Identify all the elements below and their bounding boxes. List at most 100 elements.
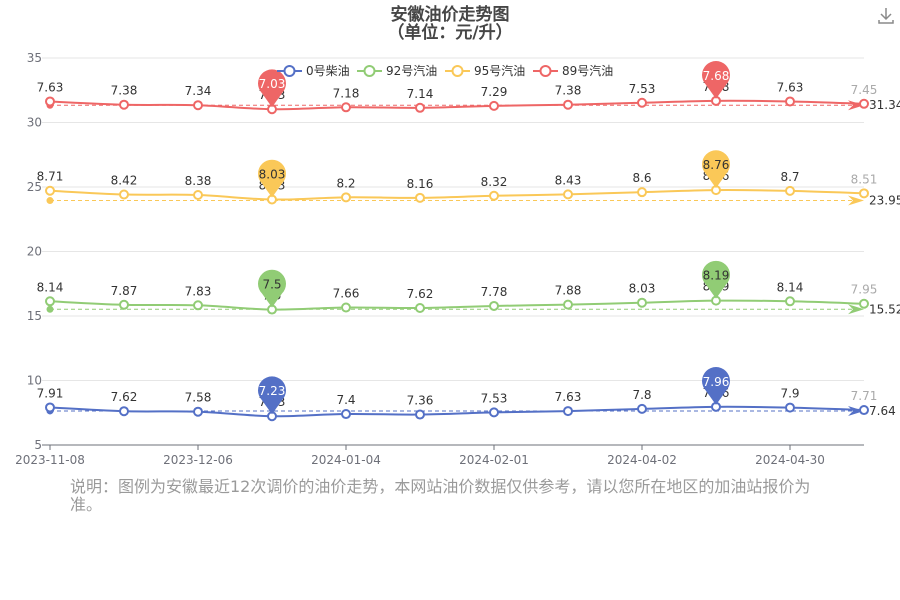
pin-label: 7.23 [259, 384, 286, 398]
legend-label: 92号汽油 [386, 63, 437, 78]
data-label: 7.36 [407, 394, 434, 408]
data-point[interactable] [119, 189, 129, 200]
average-arrow [848, 195, 864, 206]
pin-label: 7.03 [259, 77, 286, 91]
data-point[interactable] [637, 403, 647, 414]
average-label: 7.64 [869, 404, 896, 418]
data-point[interactable] [415, 192, 425, 203]
data-point[interactable] [489, 300, 499, 311]
data-point[interactable] [341, 102, 351, 113]
data-point[interactable] [415, 409, 425, 420]
pin-shape [702, 367, 731, 405]
data-label: 7.45 [851, 83, 878, 97]
data-point[interactable] [859, 405, 869, 416]
chart-legend[interactable]: 0号柴油 92号汽油 95号汽油 89号汽油 [277, 63, 613, 78]
series-line [49, 99, 865, 111]
data-point[interactable] [637, 297, 647, 308]
average-label: 23.95 [869, 194, 900, 208]
chart-title: 安徽油价走势图 [391, 4, 510, 25]
data-label: 8.14 [777, 280, 804, 294]
data-point[interactable] [785, 185, 795, 196]
data-label: 7.78 [481, 285, 508, 299]
data-point[interactable] [563, 99, 573, 110]
average-label: 31.34 [869, 98, 900, 112]
grid-lines [42, 57, 864, 446]
data-point[interactable] [45, 296, 55, 307]
data-point[interactable] [193, 406, 203, 417]
chart-subtitle: （单位：元/升） [387, 22, 512, 43]
series-1: 15.52 [45, 295, 900, 316]
data-point[interactable] [489, 100, 499, 111]
data-label: 7.53 [629, 82, 656, 96]
data-label: 7.14 [407, 87, 434, 101]
data-point[interactable] [637, 187, 647, 198]
series-line [49, 189, 865, 201]
data-point[interactable] [785, 96, 795, 107]
data-label: 7.58 [185, 391, 212, 405]
data-point[interactable] [785, 402, 795, 413]
marker-pin: 8.03 [258, 159, 287, 198]
data-label: 8.51 [851, 172, 878, 186]
data-point[interactable] [193, 100, 203, 111]
data-point[interactable] [119, 299, 129, 310]
y-tick-label: 5 [34, 438, 42, 452]
data-label: 8.43 [555, 173, 582, 187]
data-point[interactable] [489, 190, 499, 201]
data-point[interactable] [341, 192, 351, 203]
data-point[interactable] [563, 189, 573, 200]
y-tick-label: 30 [27, 116, 42, 130]
legend-item[interactable]: 95号汽油 [445, 63, 525, 78]
series-lines: 7.64 15.52 23.95 31.34 [45, 95, 900, 422]
data-label: 7.83 [185, 284, 212, 298]
legend-item[interactable]: 92号汽油 [357, 63, 437, 78]
data-label: 7.38 [111, 84, 138, 98]
legend-item[interactable]: 0号柴油 [277, 64, 350, 78]
pin-label: 8.76 [703, 158, 730, 172]
data-point[interactable] [859, 188, 869, 199]
data-point[interactable] [45, 185, 55, 196]
data-point[interactable] [45, 402, 55, 413]
marker-pin: 7.68 [702, 61, 731, 99]
average-label: 15.52 [869, 302, 900, 316]
data-label: 7.34 [185, 84, 212, 98]
legend-marker [451, 65, 464, 77]
data-point[interactable] [341, 302, 351, 313]
data-point[interactable] [859, 298, 869, 309]
y-tick-label: 15 [27, 309, 42, 323]
average-arrow [848, 304, 864, 315]
data-point[interactable] [489, 407, 499, 418]
series-0: 7.64 [45, 401, 896, 422]
data-point[interactable] [119, 406, 129, 417]
data-point[interactable] [415, 102, 425, 113]
footnote-text: 说明：图例为安徽最近12次调价的油价走势，本网站油价数据仅供参考，请以您所在地区… [70, 477, 811, 514]
y-tick-label: 25 [27, 180, 42, 194]
marker-pin: 7.96 [702, 367, 731, 405]
download-icon[interactable] [877, 7, 895, 25]
data-label: 7.66 [333, 286, 360, 300]
data-point[interactable] [563, 299, 573, 310]
x-tick-label: 2023-12-06 [163, 453, 233, 467]
data-point[interactable] [193, 189, 203, 200]
data-label: 7.29 [481, 85, 508, 99]
data-point[interactable] [119, 99, 129, 110]
data-point[interactable] [193, 300, 203, 311]
data-point[interactable] [859, 98, 869, 109]
data-point[interactable] [785, 296, 795, 307]
legend-item[interactable]: 89号汽油 [533, 63, 613, 78]
data-point[interactable] [415, 303, 425, 314]
legend-marker [363, 65, 376, 77]
data-point[interactable] [45, 96, 55, 107]
pin-label: 8.19 [703, 269, 730, 283]
data-point[interactable] [341, 409, 351, 420]
data-label: 8.16 [407, 177, 434, 191]
data-label: 8.71 [37, 170, 64, 184]
data-label: 7.88 [555, 284, 582, 298]
pin-shape [258, 69, 287, 108]
data-point[interactable] [563, 406, 573, 417]
average-arrow [848, 405, 864, 416]
data-point[interactable] [637, 97, 647, 108]
pin-shape [258, 269, 287, 308]
pin-label: 7.68 [703, 69, 730, 83]
x-tick-label: 2024-02-01 [459, 453, 529, 467]
